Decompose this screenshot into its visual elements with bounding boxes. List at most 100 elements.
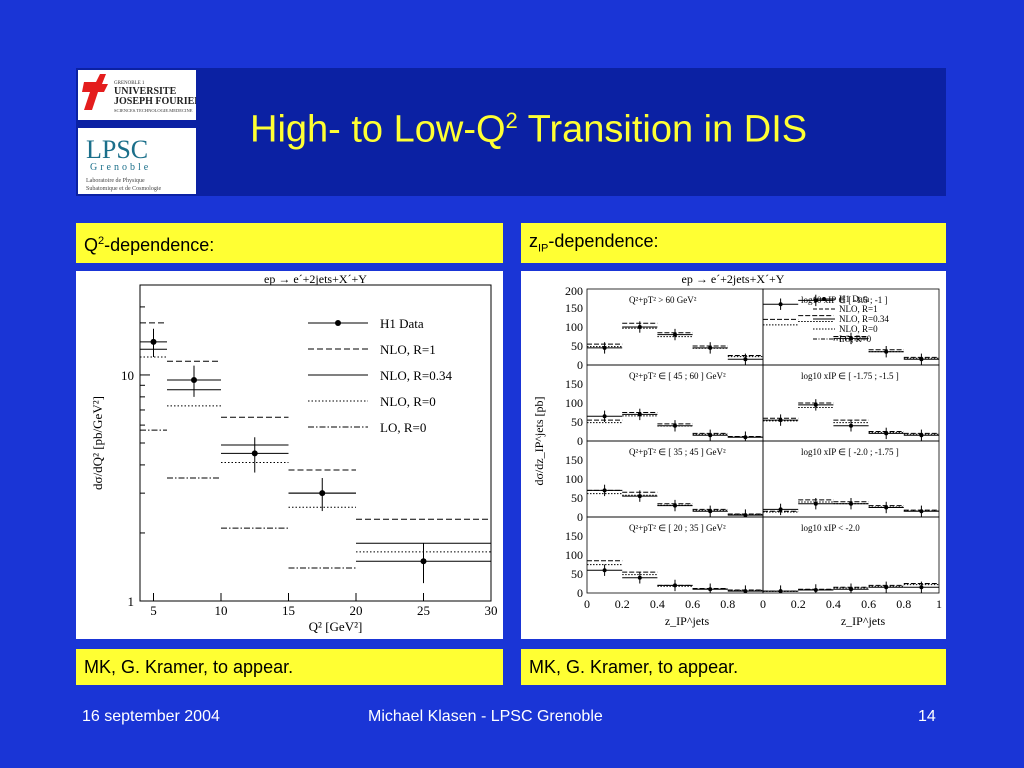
legend-label: NLO, R=0.34	[839, 314, 889, 324]
right-caption: zIP-dependence:	[521, 223, 946, 263]
data-point	[778, 589, 783, 594]
right-reference: MK, G. Kramer, to appear.	[521, 649, 946, 685]
x-tick-label: 0.4	[650, 597, 665, 611]
legend-swatch-point	[822, 297, 826, 301]
data-point	[778, 302, 783, 307]
y-tick-label: 0	[577, 434, 583, 448]
x-tick-label: 1	[936, 597, 942, 611]
data-point	[849, 336, 853, 341]
data-point	[884, 431, 889, 436]
data-point	[778, 418, 783, 423]
subplot-label: log10 xIP ∈ [ -2.0 ; -1.75 ]	[801, 447, 899, 457]
logo2-name: LPSC	[86, 135, 148, 164]
subplot-label: Q²+pT² ∈ [ 45 ; 60 ] GeV²	[629, 371, 726, 381]
header-bar: GRENOBLE 1 UNIVERSITE JOSEPH FOURIER SCI…	[76, 68, 946, 196]
x-tick-label: 30	[485, 603, 498, 618]
y-axis-label: dσ/dQ² [pb/GeV²]	[90, 396, 105, 490]
data-point	[673, 423, 677, 428]
y-tick-label: 150	[565, 453, 583, 467]
x-axis-label: z_IP^jets	[665, 614, 710, 628]
data-point	[919, 585, 924, 590]
subplot-label: log10 xIP < -2.0	[801, 523, 860, 533]
x-tick-label: 0.6	[685, 597, 700, 611]
plot-frame	[139, 284, 492, 602]
logo1-line2: JOSEPH FOURIER	[114, 96, 196, 107]
data-point	[884, 505, 889, 510]
x-tick-label: 0.4	[826, 597, 841, 611]
data-point	[602, 568, 607, 573]
y-tick-label: 1	[128, 594, 135, 609]
data-point	[319, 490, 326, 497]
data-point	[919, 509, 924, 514]
data-point	[813, 587, 818, 592]
data-point	[919, 357, 924, 362]
x-tick-label: 0.2	[791, 597, 806, 611]
chart2-title: ep → e´+2jets+X´+Y	[682, 272, 785, 286]
data-point	[884, 349, 889, 354]
legend-swatch-point	[335, 320, 341, 326]
logo2-sub: Grenoble	[90, 162, 151, 173]
q2-chart: ep → e´+2jets+X´+Y 5 10 15 20 25 30 1 10 Q² [GeV²…	[90, 272, 498, 634]
x-tick-label: 0.6	[861, 597, 876, 611]
subplot-label: Q²+pT² ∈ [ 20 ; 35 ] GeV²	[629, 523, 726, 533]
data-point	[637, 575, 642, 580]
y-tick-label: 150	[565, 377, 583, 391]
y-tick-label: 100	[565, 548, 583, 562]
x-tick-label: 5	[150, 603, 157, 618]
x-tick-label: 25	[417, 603, 430, 618]
data-point	[673, 583, 677, 588]
chart1-title: ep → e´+2jets+X´+Y	[264, 272, 367, 286]
legend-label: H1 Data	[839, 294, 869, 304]
data-point	[849, 501, 853, 506]
data-point	[602, 488, 607, 493]
legend-label: NLO, R=1	[380, 342, 436, 357]
legend-label: NLO, R=0.34	[380, 368, 452, 383]
zip-chart: ep → e´+2jets+X´+Y dσ/dz_IP^jets [pb] Q²+p…	[532, 272, 942, 628]
y-tick-label: 50	[571, 339, 583, 353]
zip-chart-panel: ep → e´+2jets+X´+Y dσ/dz_IP^jets [pb] Q²+p…	[521, 271, 946, 639]
data-point	[813, 402, 818, 407]
data-point	[673, 332, 677, 337]
x-tick-label: 0	[584, 597, 590, 611]
data-point	[708, 345, 713, 350]
data-point	[637, 494, 642, 499]
data-point	[420, 558, 427, 565]
data-point	[743, 589, 748, 594]
y-tick-label: 50	[571, 491, 583, 505]
data-point	[813, 501, 818, 506]
lpsc-logo: LPSC Grenoble Laboratoire de Physique Su…	[78, 128, 196, 194]
data-point	[708, 509, 713, 514]
legend-label: LO, R=0	[839, 334, 872, 344]
q2-chart-panel: ep → e´+2jets+X´+Y 5 10 15 20 25 30 1 10 Q² [GeV²…	[76, 271, 503, 639]
data-point	[919, 433, 924, 438]
data-point	[849, 587, 853, 592]
data-point	[708, 587, 713, 592]
left-caption: Q2-dependence:	[76, 223, 503, 263]
y-tick-label: 150	[565, 529, 583, 543]
left-reference: MK, G. Kramer, to appear.	[76, 649, 503, 685]
x-tick-label: 0.8	[720, 597, 735, 611]
x-tick-label: 0.2	[615, 597, 630, 611]
slide-title: High- to Low-Q2 Transition in DIS	[250, 108, 808, 151]
data-point	[191, 376, 197, 383]
x-tick-label: 0	[760, 597, 766, 611]
data-point	[708, 433, 713, 438]
logo2-desc1: Laboratoire de Physique	[86, 178, 145, 184]
y-tick-label: 0	[577, 586, 583, 600]
legend-label: LO, R=0	[380, 420, 426, 435]
data-point	[637, 412, 642, 417]
data-point	[849, 423, 853, 428]
footer-page: 14	[918, 708, 936, 725]
data-point	[251, 450, 258, 457]
x-axis-label: Q² [GeV²]	[309, 619, 363, 634]
x-tick-label: 20	[350, 603, 363, 618]
data-point	[602, 414, 607, 419]
subplot-label: Q²+pT² > 60 GeV²	[629, 295, 697, 305]
y-tick-label: 10	[121, 368, 134, 383]
y-tick-label: 100	[565, 472, 583, 486]
subplot-label: Q²+pT² ∈ [ 35 ; 45 ] GeV²	[629, 447, 726, 457]
x-axis-label-right: z_IP^jets	[841, 614, 886, 628]
subplot-label: log10 xIP ∈ [ -1.75 ; -1.5 ]	[801, 371, 899, 381]
y-tick-label: 50	[571, 415, 583, 429]
data-point	[743, 435, 748, 440]
